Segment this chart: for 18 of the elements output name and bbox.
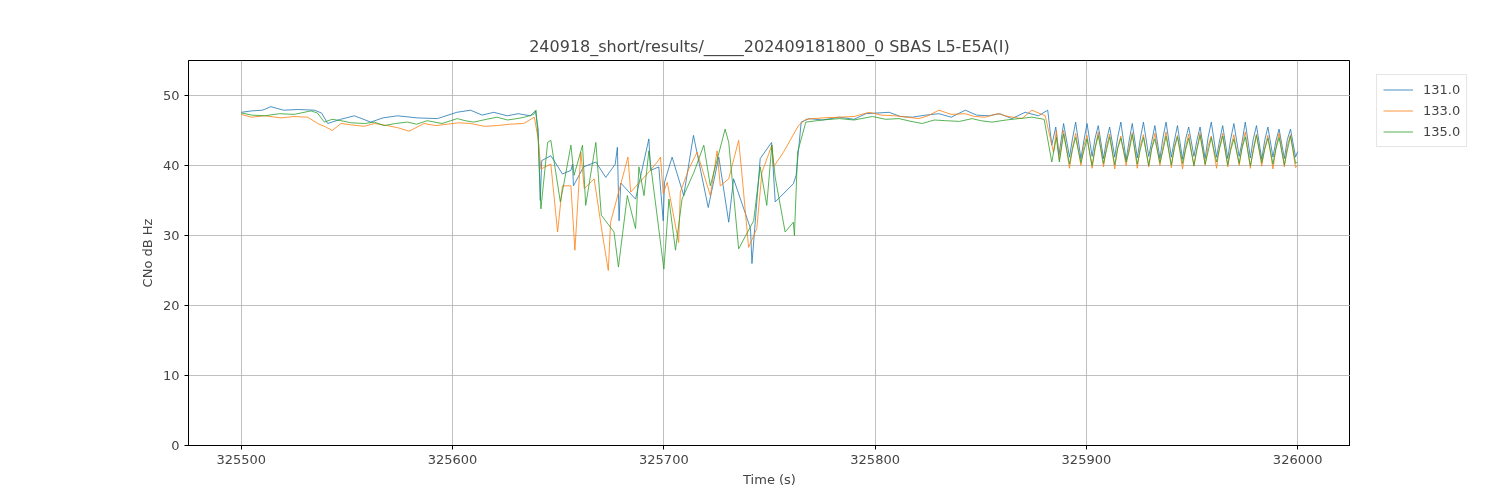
x-tick-label: 325600 [427,451,478,467]
y-axis-title: CNo dB Hz [139,218,155,288]
y-tick-label: 50 [162,88,180,103]
y-tick-label: 10 [162,368,180,383]
y-tick-label: 40 [162,158,180,173]
x-tick-label: 325900 [1061,451,1112,467]
chart-title: 240918_short/results/_____202409181800_0 SBAS L5-E5A(I) [529,36,1010,57]
x-tick-label: 326000 [1272,451,1323,467]
x-axis-title: Time (s) [742,471,796,487]
y-tick-label: 0 [171,438,180,453]
x-tick-label: 325800 [850,451,900,467]
legend-label: 133.0 [1423,102,1461,119]
y-tick-label: 20 [162,298,180,313]
x-tick-label: 325500 [216,451,267,467]
y-tick-label: 30 [162,228,180,243]
legend-label: 135.0 [1423,123,1461,140]
x-tick-label: 325700 [639,451,689,467]
legend-label: 131.0 [1423,81,1461,98]
